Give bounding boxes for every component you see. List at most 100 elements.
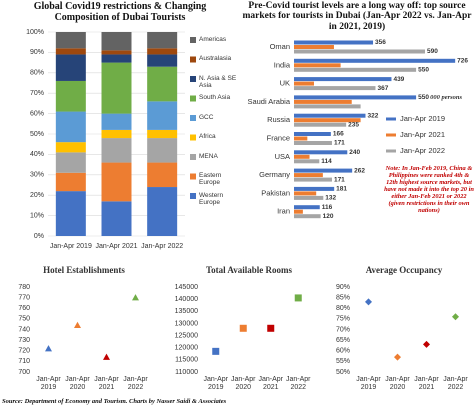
legend-label-box: South Asia [199, 94, 230, 101]
legend-label: GCC [199, 113, 214, 121]
bar-segment [101, 113, 132, 130]
bar-segment [55, 111, 86, 143]
legend-label: N. Asia & SE Asia [199, 74, 237, 89]
bar-segment [101, 54, 132, 63]
marker [45, 345, 52, 352]
legend-label: Jan-Apr 2019 [400, 114, 445, 123]
value-label: 181 [336, 186, 347, 193]
chart-title: Pre-Covid tourist levels are a long way … [242, 1, 472, 32]
bar-segment [147, 32, 178, 49]
bar [294, 67, 417, 72]
y-tick-label: 125000 [175, 332, 198, 339]
legend-label: MENA [199, 152, 218, 160]
y-tick-label: 135000 [175, 308, 198, 315]
legend-label: Australasia [199, 55, 232, 62]
bar-segment [55, 48, 86, 55]
marker [294, 294, 302, 302]
legend-label-box: N. Asia & SE Asia [199, 74, 237, 89]
y-tick-label: 115000 [175, 357, 198, 364]
bar [294, 40, 374, 45]
marker [74, 321, 81, 329]
bar-segment [147, 101, 178, 130]
bar [294, 195, 324, 200]
marker [423, 340, 430, 348]
bar-segment [147, 162, 178, 188]
y-tick-label: 120000 [175, 345, 198, 352]
y-tick-label: Pakistan [261, 188, 290, 197]
annotation-box: Note: In Jan-Feb 2019, China & Philippin… [384, 165, 474, 215]
y-tick-label: 100% [26, 29, 44, 36]
bar [294, 168, 353, 173]
y-tick-label: 770 [18, 294, 30, 301]
x-tick-label-box: Jan-Apr 2021 [258, 376, 283, 391]
x-tick-label: Jan-Apr 2022 [141, 243, 183, 250]
legend-swatch [386, 133, 396, 137]
chart-title: Hotel Establishments [43, 265, 125, 275]
bar-segment [147, 187, 178, 236]
x-tick-label: Jan-Apr 2020 [65, 376, 90, 391]
y-tick-label: 720 [18, 348, 30, 355]
y-tick-label: 65% [336, 337, 350, 344]
bar-segment [55, 80, 86, 112]
bar [294, 63, 341, 68]
x-tick-label-box: Jan-Apr 2022 [285, 376, 311, 391]
bar [294, 45, 334, 49]
y-tick-label: 90% [30, 49, 44, 56]
bar [294, 191, 317, 196]
legend-swatch [190, 154, 196, 160]
chart-title-box: Pre-Covid tourist levels are a long way … [242, 1, 472, 32]
x-tick-label: Jan-Apr 2022 [285, 376, 311, 391]
legend-swatch [190, 95, 196, 102]
chart-title-box: Global Covid19 restrictions & Changing C… [34, 1, 207, 23]
value-label: 550 [418, 94, 429, 101]
legend-swatch [190, 134, 196, 141]
bar [294, 186, 335, 191]
legend-label-box: Australasia [199, 55, 232, 62]
y-tick-label: 730 [18, 337, 30, 344]
marker [132, 294, 139, 301]
legend-swatch [386, 117, 396, 121]
y-tick-label: 760 [18, 305, 30, 312]
bar-segment [55, 32, 86, 49]
y-tick-label: 70% [30, 90, 44, 97]
x-tick-label: Jan-Apr 2019 [50, 243, 92, 250]
legend-swatch [190, 173, 196, 180]
x-tick-label: Jan-Apr 2022 [123, 376, 148, 391]
value-label: 171 [334, 176, 345, 183]
marker [394, 353, 401, 361]
y-tick-label: 30% [30, 172, 44, 179]
x-tick-label: Jan-Apr 2022 [443, 376, 468, 391]
x-tick-label: Jan-Apr 2021 [95, 243, 137, 250]
x-tick-label-box: Jan-Apr 2019 [203, 376, 228, 391]
y-tick-label: 50% [30, 131, 44, 138]
x-tick-label: Jan-Apr 2020 [385, 376, 410, 391]
bar-segment [147, 138, 178, 163]
value-label: 132 [325, 195, 336, 202]
x-tick-label-box: Jan-Apr 2020 [231, 376, 256, 391]
value-label: 240 [349, 149, 360, 156]
bar [294, 136, 308, 141]
x-tick-label: Jan-Apr 2021 [414, 376, 439, 391]
bar [294, 86, 376, 91]
x-tick-label: Jan-Apr 2021 [258, 376, 283, 391]
value-label: 367 [377, 85, 388, 92]
y-tick-label: Germany [259, 170, 290, 179]
bar [294, 49, 425, 54]
legend-swatch [386, 149, 396, 153]
bar [294, 150, 348, 155]
bar-segment [55, 142, 86, 153]
legend-swatch [190, 37, 196, 43]
bar [294, 173, 323, 178]
y-tick-label: Oman [270, 42, 290, 51]
x-tick-label-box: Jan-Apr 2020 [65, 376, 90, 391]
value-label: 166 [333, 131, 344, 138]
marker [212, 347, 220, 355]
legend-label: Africa [199, 133, 216, 140]
value-label: 171 [334, 140, 345, 147]
annotation: Note: In Jan-Feb 2019, China & Philippin… [384, 165, 474, 215]
bar [294, 99, 352, 104]
bar-segment [101, 138, 132, 163]
value-label: 726 [457, 58, 468, 65]
value-label: 116 [322, 204, 333, 211]
value-label: 439 [393, 76, 404, 83]
